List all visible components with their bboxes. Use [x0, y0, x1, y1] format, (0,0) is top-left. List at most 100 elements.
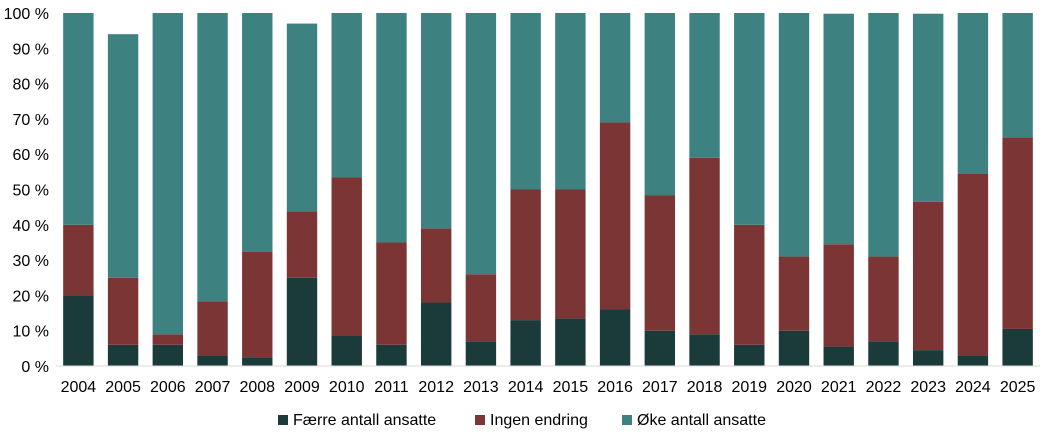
bar-2020-series-2: [778, 13, 810, 257]
x-tick-label: 2017: [642, 379, 678, 396]
bar-2016-series-1: [599, 122, 631, 310]
bar-2007-series-1: [197, 301, 228, 356]
bar-2023-series-2: [912, 13, 944, 202]
x-tick-label: 2004: [61, 379, 97, 396]
x-tick-label: 2006: [150, 379, 186, 396]
bar-2019-series-0: [734, 344, 765, 366]
x-tick-label: 2013: [463, 379, 499, 396]
bar-2012-series-1: [420, 228, 452, 303]
bar-2005-series-1: [107, 277, 139, 345]
y-tick-label: 30 %: [13, 253, 49, 270]
y-tick-label: 10 %: [13, 324, 49, 341]
bar-2013-series-2: [465, 13, 497, 275]
bar-2012-series-0: [420, 302, 452, 366]
legend-swatch: [622, 415, 632, 425]
y-tick-label: 0 %: [21, 359, 49, 376]
bar-2015-series-1: [555, 189, 586, 319]
bar-2004-series-0: [63, 295, 94, 366]
bar-2024-series-1: [957, 173, 989, 356]
bar-2014-series-1: [510, 189, 541, 321]
bar-2004-series-1: [63, 224, 94, 296]
bar-2007-series-0: [197, 355, 228, 366]
bar-2009-series-0: [286, 277, 318, 366]
legend-swatch: [278, 415, 288, 425]
y-tick-label: 40 %: [13, 218, 49, 235]
x-tick-label: 2015: [553, 379, 589, 396]
bar-2014-series-2: [510, 13, 541, 190]
bar-2017-series-1: [644, 195, 676, 331]
x-tick-label: 2020: [776, 379, 812, 396]
bar-2024-series-0: [957, 355, 989, 366]
y-tick-label: 20 %: [13, 288, 49, 305]
bar-2008-series-2: [242, 13, 273, 252]
bar-2021-series-0: [823, 346, 854, 366]
bar-2011-series-1: [376, 242, 407, 345]
x-tick-label: 2007: [195, 379, 231, 396]
bar-2025-series-2: [1002, 13, 1033, 138]
bar-2025-series-0: [1002, 328, 1033, 366]
bar-2024-series-2: [957, 13, 989, 174]
bar-2018-series-0: [689, 334, 720, 366]
bar-2013-series-0: [465, 341, 497, 366]
legend-label: Færre antall ansatte: [293, 412, 436, 429]
bar-2005-series-2: [107, 34, 139, 278]
x-tick-label: 2008: [239, 379, 275, 396]
bar-2017-series-0: [644, 330, 676, 366]
bar-2006-series-1: [152, 334, 184, 345]
x-tick-label: 2023: [910, 379, 946, 396]
bar-2013-series-1: [465, 274, 497, 342]
bar-2008-series-1: [242, 251, 273, 358]
bar-2011-series-2: [376, 13, 407, 243]
x-tick-label: 2024: [955, 379, 991, 396]
bar-2007-series-2: [197, 13, 228, 302]
bar-2025-series-1: [1002, 137, 1033, 329]
x-tick-labels: 2004 2005 2006 2007 2008 2009 2010 2011 2012 2013…: [61, 379, 1036, 396]
bar-2014-series-0: [510, 320, 541, 366]
bar-2012-series-2: [420, 13, 452, 229]
bars-layer: [63, 13, 1033, 366]
bar-2009-series-2: [286, 23, 318, 212]
y-tick-label: 60 %: [13, 147, 49, 164]
bar-2017-series-2: [644, 13, 676, 196]
x-tick-label: 2012: [418, 379, 454, 396]
bar-2006-series-2: [152, 13, 184, 335]
bar-2005-series-0: [107, 344, 139, 366]
bar-2006-series-0: [152, 344, 184, 366]
y-tick-label: 100 %: [4, 6, 49, 23]
x-tick-label: 2021: [821, 379, 857, 396]
bar-2016-series-2: [599, 13, 631, 123]
bar-2010-series-0: [331, 336, 362, 366]
y-tick-label: 90 %: [13, 41, 49, 58]
bar-2018-series-1: [689, 157, 720, 335]
bar-2022-series-1: [868, 256, 899, 342]
x-tick-label: 2016: [597, 379, 633, 396]
x-tick-label: 2025: [1000, 379, 1036, 396]
bar-2021-series-1: [823, 244, 854, 347]
x-tick-label: 2005: [105, 379, 141, 396]
x-tick-label: 2022: [866, 379, 902, 396]
bar-2016-series-0: [599, 309, 631, 366]
bar-2008-series-0: [242, 357, 273, 366]
bar-2020-series-0: [778, 330, 810, 366]
y-tick-labels: 0 % 10 % 20 % 30 % 40 % 50 % 60 % 70 % 80 % 90 % 1…: [4, 6, 49, 376]
x-tick-label: 2010: [329, 379, 365, 396]
x-tick-label: 2018: [687, 379, 723, 396]
bar-2015-series-0: [555, 318, 586, 366]
bar-2010-series-1: [331, 177, 362, 336]
x-tick-label: 2019: [731, 379, 767, 396]
bar-2023-series-1: [912, 201, 944, 351]
legend-swatch: [475, 415, 485, 425]
bar-2019-series-1: [734, 224, 765, 345]
bar-2018-series-2: [689, 13, 720, 158]
bar-2022-series-0: [868, 341, 899, 366]
bar-2009-series-1: [286, 211, 318, 278]
bar-2004-series-2: [63, 13, 94, 225]
legend-label: Ingen endring: [490, 412, 588, 429]
bar-2020-series-1: [778, 256, 810, 331]
bar-2019-series-2: [734, 13, 765, 225]
bar-2010-series-2: [331, 13, 362, 178]
x-tick-label: 2014: [508, 379, 544, 396]
legend-label: Øke antall ansatte: [637, 412, 766, 429]
